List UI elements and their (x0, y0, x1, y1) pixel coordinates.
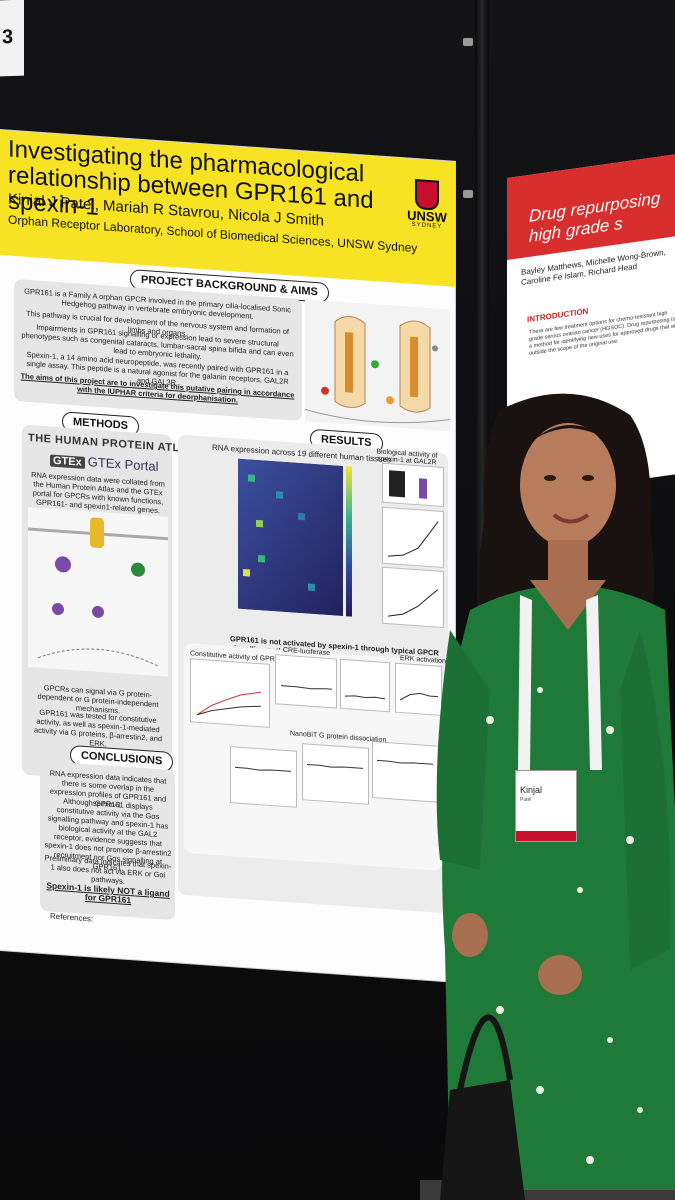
signalling-diagram (28, 506, 168, 677)
unsw-shield-icon (415, 179, 439, 211)
heatmap-colorbar (346, 466, 352, 617)
cilia-diagram (305, 299, 450, 432)
side-poster-title: Drug repurposing high grade s (529, 188, 661, 246)
board-number-tag: 3 (0, 0, 24, 77)
side-poster-intro-heading: INTRODUCTION (527, 306, 589, 325)
board-clip (463, 190, 473, 198)
gai-chart (302, 743, 369, 805)
erk-activation-chart (395, 662, 442, 716)
references-heading: References: (50, 911, 94, 924)
gas-chart (230, 746, 297, 808)
presenter-person (436, 393, 675, 1200)
research-poster: Investigating the pharmacological relati… (0, 130, 455, 982)
western-blot-chart (382, 462, 444, 508)
nanobit-arrestin-chart (340, 658, 390, 713)
board-clip (463, 38, 473, 46)
gaq-chart (372, 741, 439, 803)
arrestin-recruitment-chart (382, 566, 444, 629)
badge-strip (516, 831, 576, 841)
constitutive-activity-chart (190, 658, 270, 728)
unsw-logo: UNSW SYDNEY (402, 178, 452, 230)
rna-heatmap (238, 458, 343, 616)
sre-luciferase-chart (382, 506, 444, 569)
name-badge: Kinjal Patel (515, 770, 577, 842)
cre-luciferase-chart (275, 654, 337, 709)
